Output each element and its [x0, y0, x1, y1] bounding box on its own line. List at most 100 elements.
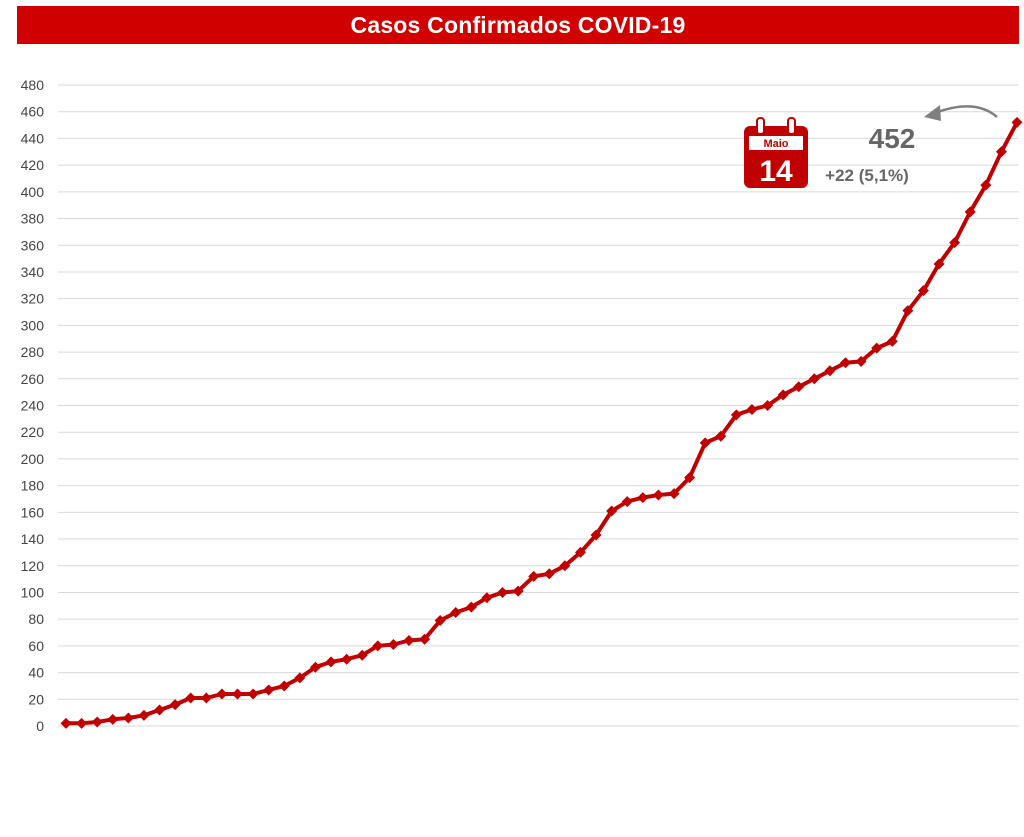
data-point: [185, 692, 197, 704]
data-point: [559, 560, 571, 572]
series-markers: [60, 116, 1023, 729]
y-tick-label: 20: [28, 691, 44, 707]
gridlines: [58, 84, 1019, 727]
data-point: [543, 568, 555, 580]
data-point: [169, 699, 181, 711]
data-point: [793, 381, 805, 393]
latest-delta: +22 (5,1%): [825, 166, 909, 185]
series-line: [64, 120, 1019, 726]
y-tick-label: 260: [21, 371, 45, 387]
data-point: [964, 206, 976, 218]
data-point: [231, 688, 243, 700]
data-point: [949, 237, 961, 249]
y-tick-label: 320: [21, 291, 45, 307]
y-tick-label: 40: [28, 665, 44, 681]
y-tick-label: 0: [36, 718, 44, 734]
data-point: [481, 592, 493, 604]
data-point: [637, 492, 649, 504]
data-point: [138, 709, 150, 721]
data-point: [746, 404, 758, 416]
calendar-day: 14: [759, 155, 793, 188]
y-tick-label: 160: [21, 504, 45, 520]
data-point: [621, 496, 633, 508]
data-point: [871, 342, 883, 354]
data-point: [91, 716, 103, 728]
y-tick-label: 380: [21, 211, 45, 227]
data-point: [855, 355, 867, 367]
latest-value-annotation: Maio 14 452 +22 (5,1%): [744, 105, 998, 188]
data-point: [309, 661, 321, 673]
y-tick-label: 120: [21, 558, 45, 574]
y-tick-label: 240: [21, 398, 45, 414]
data-point: [122, 712, 134, 724]
y-tick-label: 280: [21, 344, 45, 360]
data-point: [497, 586, 509, 598]
data-point: [263, 684, 275, 696]
latest-value: 452: [869, 123, 916, 154]
data-point: [465, 601, 477, 613]
data-point: [652, 489, 664, 501]
data-point: [808, 373, 820, 385]
data-point: [840, 357, 852, 369]
data-point: [356, 649, 368, 661]
data-point: [917, 285, 929, 297]
curved-arrow-left-icon: [924, 105, 998, 121]
data-point: [824, 365, 836, 377]
data-point: [512, 585, 524, 597]
data-point: [419, 633, 431, 645]
data-point: [730, 409, 742, 421]
y-tick-label: 140: [21, 531, 45, 547]
data-point: [995, 146, 1007, 158]
y-tick-label: 340: [21, 264, 45, 280]
data-point: [606, 505, 618, 517]
calendar-icon: Maio 14: [744, 117, 808, 188]
data-point: [590, 529, 602, 541]
y-tick-label: 440: [21, 130, 45, 146]
data-point: [107, 713, 119, 725]
data-point: [247, 688, 259, 700]
data-point: [762, 400, 774, 411]
data-point: [902, 305, 914, 317]
y-tick-label: 360: [21, 237, 45, 253]
data-point: [980, 179, 992, 191]
data-point: [387, 639, 399, 651]
data-point: [450, 606, 462, 618]
data-point: [684, 472, 696, 484]
chart-title: Casos Confirmados COVID-19: [17, 6, 1019, 44]
data-point: [325, 656, 337, 668]
data-point: [60, 717, 72, 729]
y-tick-label: 100: [21, 584, 45, 600]
y-tick-label: 80: [28, 611, 44, 627]
data-point: [434, 615, 446, 627]
data-point: [668, 488, 680, 500]
y-tick-label: 220: [21, 424, 45, 440]
data-point: [886, 335, 898, 347]
data-point: [278, 680, 290, 692]
data-point: [341, 653, 353, 665]
data-point: [372, 640, 384, 652]
data-point: [777, 389, 789, 401]
data-point: [933, 258, 945, 270]
calendar-month: Maio: [763, 138, 788, 150]
data-point: [574, 546, 586, 558]
y-tick-label: 60: [28, 638, 44, 654]
data-point: [154, 704, 166, 716]
data-point: [699, 437, 711, 449]
data-point: [528, 570, 540, 582]
data-point: [200, 692, 212, 704]
y-tick-label: 180: [21, 478, 45, 494]
y-tick-label: 400: [21, 184, 45, 200]
y-tick-label: 200: [21, 451, 45, 467]
y-tick-label: 420: [21, 157, 45, 173]
y-tick-label: 480: [21, 77, 45, 93]
data-point: [403, 635, 415, 647]
data-point: [294, 672, 306, 684]
data-point: [715, 430, 727, 442]
data-point: [76, 717, 88, 729]
y-tick-label: 460: [21, 104, 45, 120]
y-tick-label: 300: [21, 317, 45, 333]
data-point: [216, 688, 228, 700]
data-point: [1011, 116, 1023, 128]
y-axis-ticks: 0 20 40 60 80 100 120 140 160 180 200 220 240 260 280 3…: [21, 77, 45, 734]
